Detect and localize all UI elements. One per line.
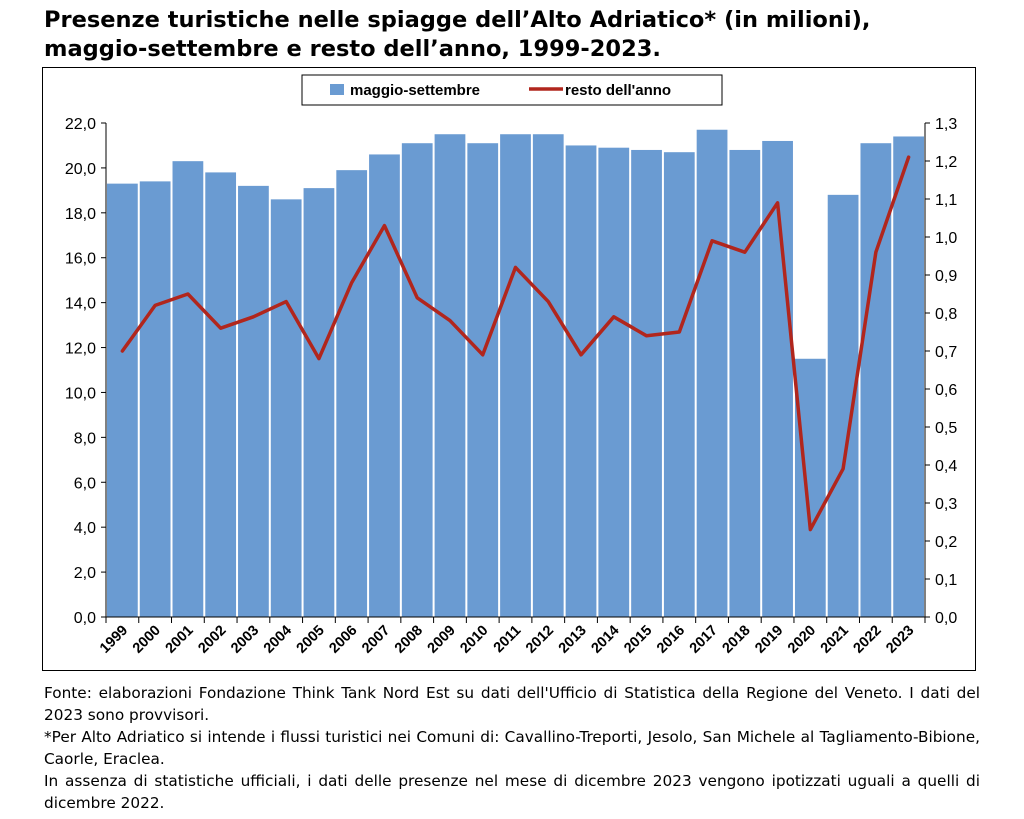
- x-tick-label: 2015: [621, 623, 655, 657]
- y-right-tick-label: 0,2: [935, 534, 957, 551]
- legend-label-line: resto dell'anno: [565, 82, 671, 99]
- y-right-tick-label: 1,2: [935, 154, 957, 171]
- chart-title: Presenze turistiche nelle spiagge dell’A…: [44, 6, 1004, 64]
- x-tick-label: 2005: [294, 623, 328, 657]
- y-left-tick-label: 0,0: [74, 610, 96, 627]
- note-assumption: In assenza di statistiche ufficiali, i d…: [44, 772, 980, 812]
- x-tick-label: 2019: [752, 623, 786, 657]
- x-tick-label: 2014: [588, 623, 622, 657]
- x-tick-label: 2018: [720, 623, 754, 657]
- x-tick-label: 2017: [687, 623, 721, 657]
- y-left-tick-label: 8,0: [74, 430, 96, 447]
- x-tick-label: 2001: [163, 623, 197, 657]
- x-tick-label: 2003: [228, 623, 262, 657]
- note-source: Fonte: elaborazioni Fondazione Think Tan…: [44, 684, 980, 724]
- chart-title-line-1: Presenze turistiche nelle spiagge dell’A…: [44, 7, 871, 33]
- bar-2012: [532, 134, 564, 618]
- bar-2005: [303, 188, 335, 617]
- bar-2002: [205, 172, 237, 617]
- bar-2013: [565, 145, 597, 617]
- legend-swatch-bar: [330, 84, 344, 95]
- y-left-tick-label: 14,0: [65, 296, 96, 313]
- bar-2004: [270, 199, 302, 617]
- y-right-tick-label: 0,4: [935, 458, 957, 475]
- legend-box: [301, 74, 723, 106]
- x-tick-label: 2004: [261, 623, 295, 657]
- y-right-tick-label: 1,3: [935, 116, 957, 133]
- x-tick-label: 2000: [130, 623, 164, 657]
- x-tick-label: 2023: [883, 623, 917, 657]
- y-right-tick-label: 0,0: [935, 610, 957, 627]
- bar-2018: [729, 149, 761, 617]
- bar-1999: [107, 183, 138, 617]
- x-tick-label: 2007: [359, 623, 393, 657]
- bar-2001: [172, 161, 204, 618]
- x-tick-label: 2002: [195, 623, 229, 657]
- bar-2014: [598, 147, 630, 617]
- x-tick-label: 2010: [457, 623, 491, 657]
- x-tick-label: 2006: [326, 623, 360, 657]
- y-right-tick-label: 0,6: [935, 382, 957, 399]
- bar-2022: [860, 143, 892, 617]
- bar-2010: [467, 143, 499, 617]
- x-tick-label: 2008: [392, 623, 426, 657]
- x-tick-label: 2022: [851, 623, 885, 657]
- chart-title-line-2: maggio-settembre e resto dell’anno, 1999…: [44, 36, 661, 62]
- y-left-tick-label: 22,0: [65, 116, 96, 133]
- x-tick-label: 2009: [425, 623, 459, 657]
- bar-2000: [139, 181, 171, 617]
- y-right-tick-label: 0,1: [935, 572, 957, 589]
- note-definition: *Per Alto Adriatico si intende i flussi …: [44, 728, 980, 768]
- y-right-tick-label: 1,1: [935, 192, 957, 209]
- bar-2003: [238, 185, 269, 617]
- x-tick-label: 2020: [785, 623, 819, 657]
- x-tick-label: 2021: [818, 623, 852, 657]
- x-tick-label: 2013: [556, 623, 590, 657]
- bar-2023: [893, 136, 924, 617]
- chart-canvas: 0,0 2,0 4,0 6,0 8,0 10,0 12,0 14,0 16,0 18,0 20,0 2…: [65, 74, 957, 657]
- y-right-tick-label: 1,0: [935, 230, 957, 247]
- x-tick-label: 2011: [491, 623, 525, 657]
- y-right-tick-label: 0,8: [935, 306, 957, 323]
- bar-2015: [631, 149, 662, 617]
- y-left-tick-label: 2,0: [74, 565, 96, 582]
- y-left-tick-label: 16,0: [65, 251, 96, 268]
- bar-2020: [794, 358, 826, 617]
- y-left-tick-label: 10,0: [65, 385, 96, 402]
- bar-2011: [500, 134, 531, 618]
- y-left-tick-label: 4,0: [74, 520, 96, 537]
- y-left-tick-label: 18,0: [65, 206, 96, 223]
- bar-2006: [336, 170, 368, 617]
- y-right-tick-label: 0,9: [935, 268, 957, 285]
- x-tick-label: 2016: [654, 623, 688, 657]
- y-left-tick-label: 6,0: [74, 475, 96, 492]
- bar-2009: [434, 134, 466, 618]
- y-left-tick-label: 12,0: [65, 341, 96, 358]
- chart-notes: Fonte: elaborazioni Fondazione Think Tan…: [44, 682, 980, 814]
- y-left-tick-label: 20,0: [65, 161, 96, 178]
- y-right-tick-label: 0,5: [935, 420, 957, 437]
- bar-2016: [663, 152, 695, 617]
- x-tick-label: 1999: [97, 623, 131, 657]
- y-right-tick-label: 0,7: [935, 344, 957, 361]
- x-tick-label: 2012: [523, 623, 557, 657]
- legend-label-bar: maggio-settembre: [350, 82, 480, 99]
- bar-2008: [401, 143, 433, 617]
- y-right-tick-label: 0,3: [935, 496, 957, 513]
- bar-2007: [369, 154, 400, 617]
- bar-2017: [696, 129, 728, 618]
